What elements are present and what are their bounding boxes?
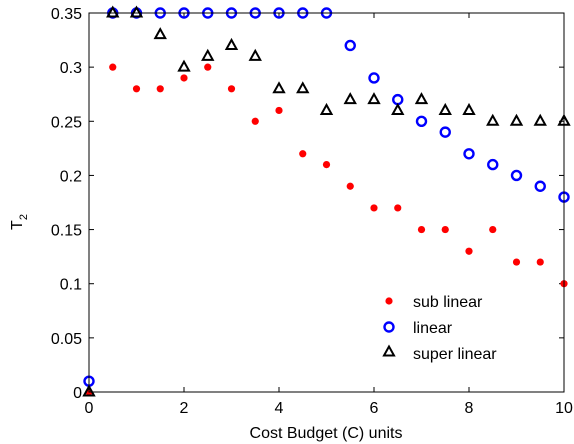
point-super-linear	[319, 102, 334, 115]
y-tick-label: 0.2	[60, 168, 82, 185]
point-super-linear	[367, 92, 381, 105]
point-linear	[510, 169, 523, 182]
x-tick-labels: 0 2 4 6 8 10	[85, 400, 573, 417]
point-sub-linear	[132, 85, 141, 93]
point-sub-linear	[156, 85, 164, 93]
legend-entry-sub-linear: sub linear	[385, 294, 483, 311]
point-super-linear	[201, 48, 215, 61]
x-tick-label: 10	[555, 400, 573, 417]
axis-ticks	[88, 12, 565, 393]
point-super-linear	[391, 102, 405, 115]
legend-marker-super-linear	[382, 344, 396, 357]
point-sub-linear	[251, 117, 259, 125]
y-tick-label: 0.15	[51, 223, 82, 240]
y-axis-label-main: T	[9, 220, 26, 230]
legend-marker-sub-linear	[385, 297, 393, 305]
point-super-linear	[343, 92, 357, 105]
point-linear	[487, 158, 499, 171]
x-tick-label: 2	[180, 400, 189, 417]
x-tick-label: 4	[275, 400, 284, 417]
point-super-linear	[272, 81, 286, 94]
series-super-linear	[82, 5, 571, 397]
point-linear	[392, 93, 404, 106]
y-tick-label: 0.05	[51, 331, 82, 348]
point-sub-linear	[180, 74, 188, 82]
point-sub-linear	[536, 258, 544, 266]
point-super-linear	[462, 102, 476, 115]
point-super-linear	[414, 92, 429, 105]
y-tick-labels: 0 0.05 0.1 0.15 0.2 0.25 0.3 0.35	[51, 6, 82, 402]
point-super-linear	[486, 113, 500, 126]
point-sub-linear	[227, 85, 236, 93]
point-super-linear	[533, 113, 547, 126]
point-sub-linear	[394, 204, 402, 212]
y-tick-label: 0.25	[51, 114, 82, 131]
point-super-linear	[296, 81, 310, 94]
legend: sub linear linear super linear	[382, 294, 497, 363]
point-linear	[463, 148, 475, 160]
point-super-linear	[224, 37, 239, 50]
point-super-linear	[177, 59, 191, 72]
y-axis-label: T2	[9, 214, 30, 230]
point-super-linear	[106, 5, 120, 18]
legend-label-linear: linear	[413, 320, 453, 337]
point-linear	[415, 115, 428, 127]
y-tick-label: 0.1	[60, 277, 82, 294]
series-linear	[83, 7, 570, 387]
point-sub-linear	[465, 247, 473, 255]
x-tick-label: 8	[465, 400, 474, 417]
x-tick-label: 0	[85, 400, 94, 417]
point-super-linear	[153, 27, 167, 40]
point-sub-linear	[489, 225, 497, 234]
y-tick-label: 0.3	[60, 60, 82, 77]
point-super-linear	[82, 384, 96, 397]
legend-entry-super-linear: super linear	[382, 344, 497, 363]
point-super-linear	[509, 113, 524, 126]
point-sub-linear	[346, 182, 354, 190]
point-linear	[368, 72, 380, 84]
point-sub-linear	[299, 150, 307, 158]
point-sub-linear	[109, 63, 117, 71]
y-tick-label: 0.35	[51, 6, 82, 23]
point-linear	[439, 126, 451, 138]
point-super-linear	[248, 48, 262, 61]
plot-area-frame	[88, 12, 565, 393]
x-tick-label: 6	[370, 400, 379, 417]
legend-label-super-linear: super linear	[413, 346, 497, 363]
y-axis-label-subscript: 2	[18, 214, 30, 220]
point-sub-linear	[275, 106, 283, 115]
legend-entry-linear: linear	[383, 320, 453, 337]
legend-marker-linear	[383, 321, 395, 333]
point-sub-linear	[512, 258, 521, 266]
point-super-linear	[129, 5, 144, 18]
point-sub-linear	[322, 161, 331, 169]
point-linear	[344, 39, 356, 52]
y-tick-label: 0	[73, 385, 82, 402]
x-axis-label: Cost Budget (C) units	[250, 425, 403, 442]
point-sub-linear	[441, 225, 449, 234]
point-sub-linear	[417, 225, 426, 234]
point-linear	[534, 180, 546, 192]
plot-markers	[82, 5, 571, 397]
point-sub-linear	[204, 63, 212, 71]
point-super-linear	[438, 102, 452, 115]
point-sub-linear	[370, 204, 378, 212]
legend-label-sub-linear: sub linear	[413, 294, 483, 311]
